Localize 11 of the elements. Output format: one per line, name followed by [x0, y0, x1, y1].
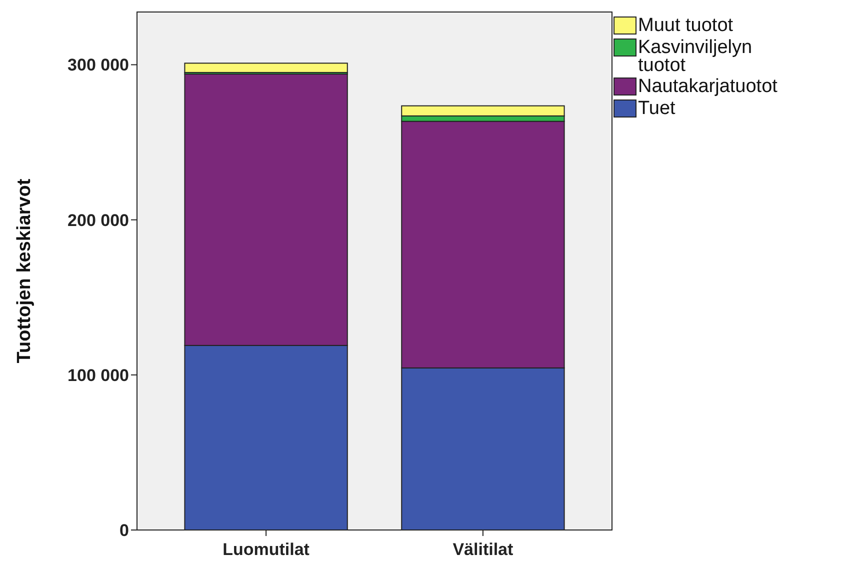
y-tick-label: 0 [120, 520, 129, 540]
y-tick-label: 100 000 [68, 366, 129, 385]
legend-label: Kasvinviljelyn tuotot [638, 37, 752, 76]
x-tick-label: Luomutilat [222, 540, 310, 559]
y-tick-label: 200 000 [68, 210, 129, 230]
y-tick-label: 300 000 [68, 56, 129, 75]
legend-label: Nautakarjatuotot [638, 76, 778, 97]
legend-label: Tuet [638, 98, 676, 119]
y-axis-title: Tuottojen keskiarvot [14, 178, 35, 364]
x-tick-label: Välitilat [452, 540, 514, 559]
legend-label: Muut tuotot [638, 15, 734, 36]
